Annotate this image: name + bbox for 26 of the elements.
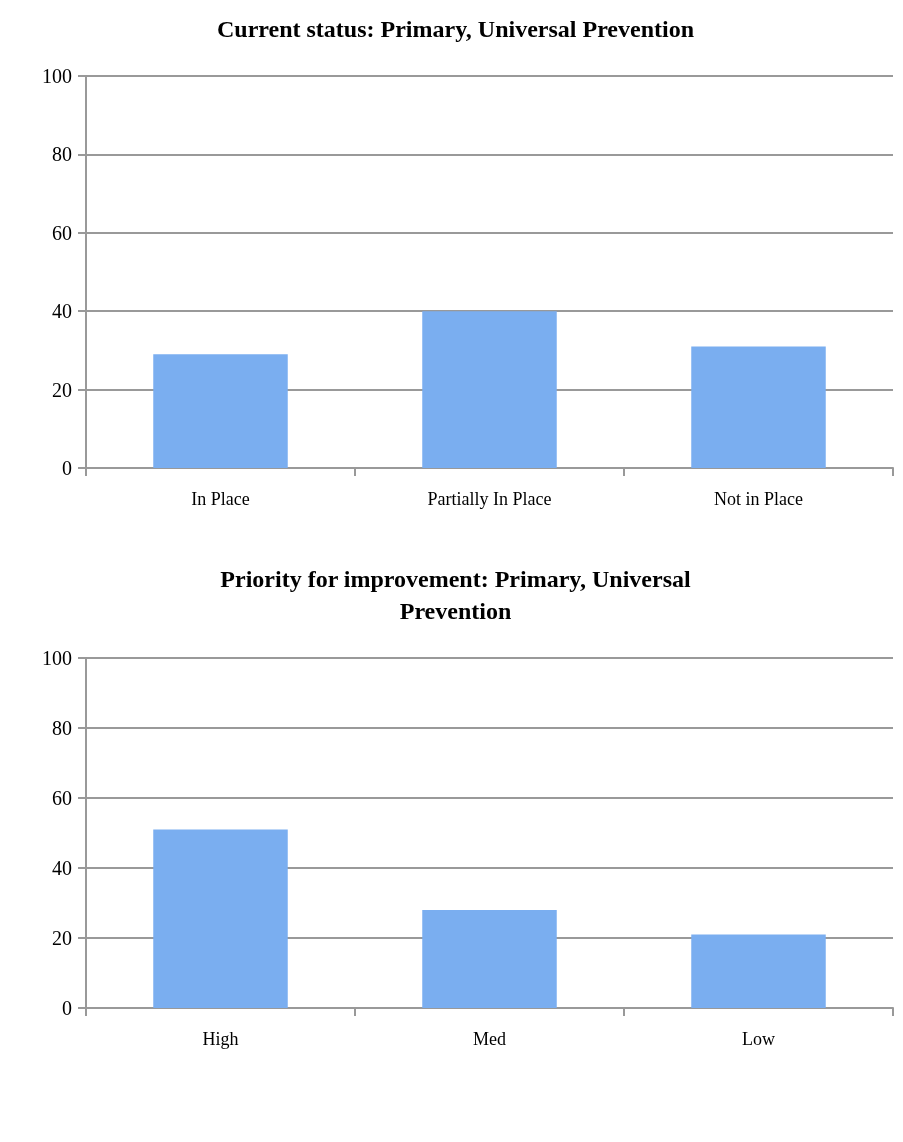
chart-title: Priority for improvement: Primary, Universal Prevention — [220, 566, 691, 624]
bar — [691, 346, 826, 468]
y-tick-label: 20 — [52, 927, 72, 949]
bar — [153, 354, 288, 468]
x-tick-label: Med — [473, 1029, 506, 1049]
y-tick-label: 80 — [52, 717, 72, 739]
bar — [691, 934, 826, 1008]
x-tick-label: Partially In Place — [427, 489, 552, 509]
y-tick-label: 100 — [42, 65, 72, 87]
bar — [422, 311, 557, 468]
bar — [422, 910, 557, 1008]
x-tick-label: In Place — [191, 489, 250, 509]
y-tick-label: 0 — [62, 997, 72, 1019]
y-tick-label: 0 — [62, 457, 72, 479]
x-tick-label: High — [202, 1029, 239, 1049]
y-tick-label: 60 — [52, 221, 72, 244]
y-tick-label: 40 — [52, 857, 72, 879]
y-tick-label: 80 — [52, 143, 72, 166]
x-tick-label: Not in Place — [714, 489, 803, 509]
y-tick-label: 40 — [52, 300, 72, 323]
y-tick-label: 20 — [52, 378, 72, 401]
y-tick-label: 60 — [52, 787, 72, 809]
bar — [153, 829, 288, 1008]
x-tick-label: Low — [742, 1029, 775, 1049]
chart-title: Current status: Primary, Universal Prevention — [216, 16, 695, 42]
y-tick-label: 100 — [42, 647, 72, 669]
